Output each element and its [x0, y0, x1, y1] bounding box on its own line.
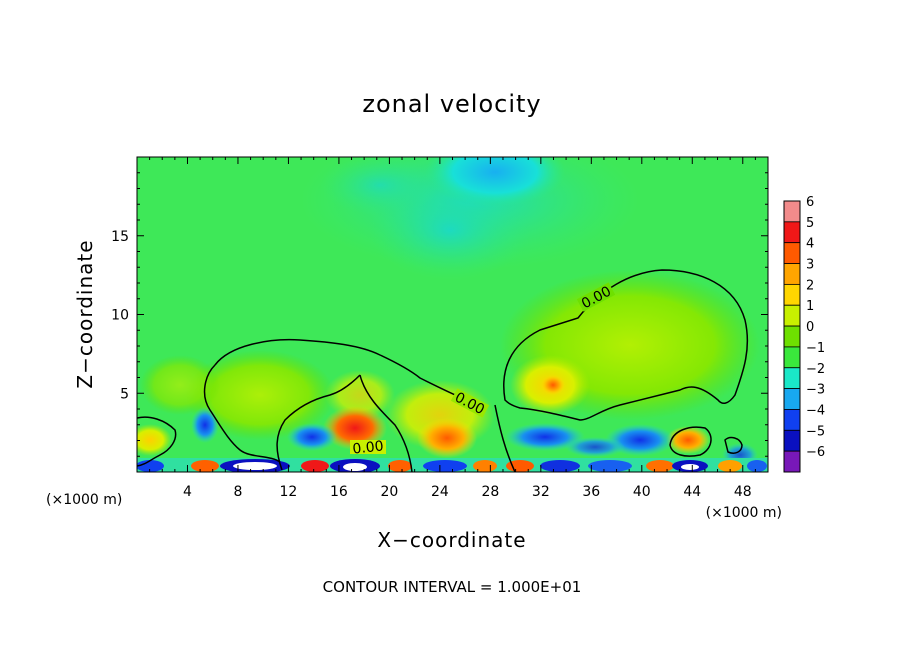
colorbar-label: −5: [806, 424, 825, 439]
colorbar-label: 0: [806, 320, 814, 335]
x-tick-label: 36: [582, 484, 600, 500]
colorbar-label: 4: [806, 237, 814, 252]
contour-labels: 0.00 0.00 0.00: [350, 282, 616, 458]
y-tick-label: 5: [120, 386, 129, 402]
x-tick-label: 4: [183, 484, 192, 500]
chart-title: zonal velocity: [362, 90, 541, 118]
colorbar: 6 5 4 3 2 1 0 −1 −2 −3 −4 −5 −6: [783, 195, 825, 473]
contour-label: 0.00: [352, 438, 385, 457]
colorbar-swatch: [783, 409, 801, 431]
colorbar-label: 5: [806, 216, 814, 231]
x-tick-label: 12: [280, 484, 298, 500]
colorbar-swatch: [783, 200, 801, 223]
x-tick-label: 20: [380, 484, 398, 500]
colorbar-label: 6: [806, 195, 814, 210]
x-tick-label: 44: [683, 484, 701, 500]
colorbar-label: −6: [806, 445, 825, 460]
y-tick-label: 10: [111, 308, 129, 324]
y-tick-label: 15: [111, 229, 129, 245]
contour-interval-note: CONTOUR INTERVAL = 1.000E+01: [323, 578, 582, 596]
colorbar-label: 3: [806, 258, 814, 273]
x-tick-label: 32: [532, 484, 550, 500]
colorbar-label: 2: [806, 278, 814, 293]
x-unit-right: (×1000 m): [706, 505, 782, 521]
colorbar-swatch: [783, 221, 801, 244]
colorbar-swatch: [783, 283, 801, 306]
x-tick-label: 16: [330, 484, 348, 500]
colorbar-label: −3: [806, 383, 825, 398]
colorbar-frame: [783, 200, 801, 473]
colorbar-swatch: [783, 367, 801, 390]
y-axis-label: Z−coordinate: [73, 239, 97, 388]
x-axis: 4 8 12 16 20 24 28 32 36 40 44 48: [149, 157, 756, 500]
colorbar-swatch: [783, 263, 801, 285]
colorbar-swatch: [783, 304, 801, 327]
colorbar-label: −2: [806, 362, 825, 377]
y-axis: 5 10 15: [111, 172, 768, 457]
x-tick-label: 48: [734, 484, 752, 500]
colorbar-swatch: [783, 450, 801, 473]
x-unit-left: (×1000 m): [46, 492, 122, 508]
x-tick-label: 24: [431, 484, 449, 500]
x-tick-label: 28: [481, 484, 499, 500]
colorbar-label: −4: [806, 403, 825, 418]
colorbar-swatch: [783, 429, 801, 452]
colorbar-swatch: [783, 346, 801, 369]
colorbar-label: 1: [806, 299, 814, 314]
x-axis-label: X−coordinate: [377, 528, 526, 552]
x-tick-label: 8: [233, 484, 242, 500]
colorbar-swatch: [783, 325, 801, 348]
colorbar-label: −1: [806, 341, 825, 356]
colorbar-swatch: [783, 242, 801, 264]
x-tick-label: 40: [633, 484, 651, 500]
velocity-field: 0.00 0.00 0.00: [137, 157, 768, 472]
colorbar-swatch: [783, 388, 801, 410]
